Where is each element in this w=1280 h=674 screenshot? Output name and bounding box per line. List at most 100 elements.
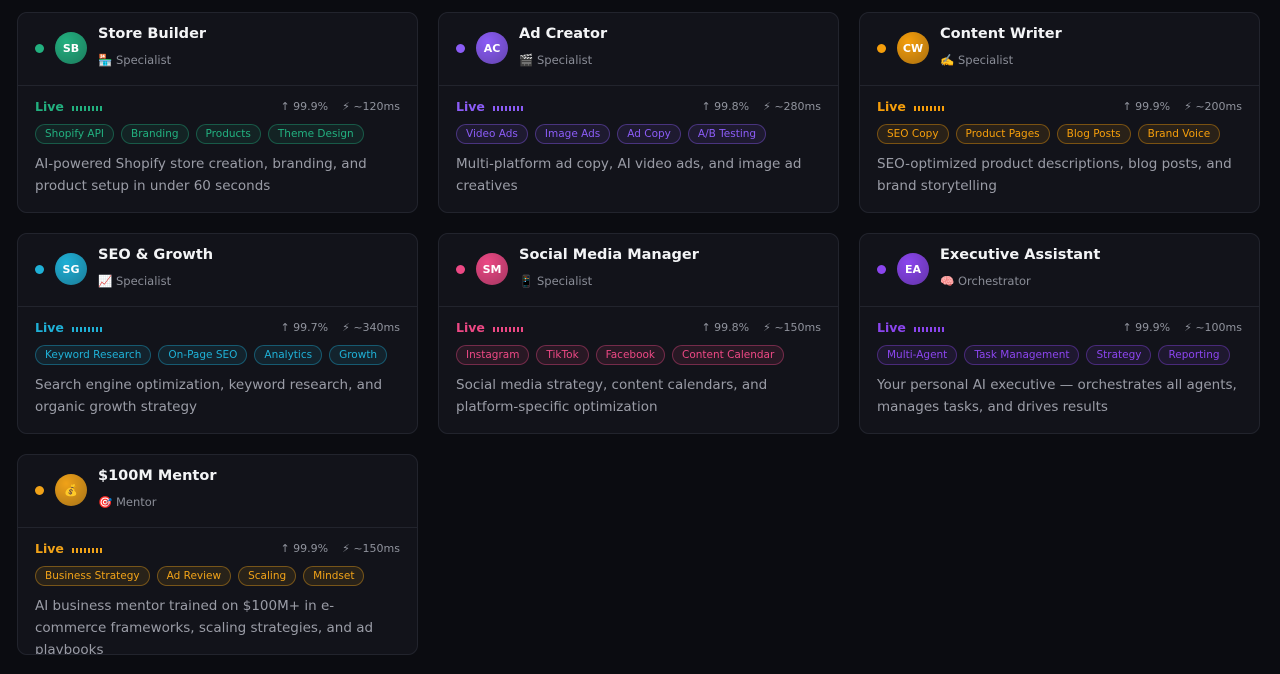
- tag-list: SEO Copy Product Pages Blog Posts Brand Voi…: [877, 124, 1242, 144]
- status-row: Live ↑ 99.7% ⚡ ~340ms: [35, 318, 400, 336]
- uptime: ↑ 99.8%: [701, 320, 750, 334]
- agent-card[interactable]: CW Content Writer ✍️ Specialist Live ↑ 99.9%…: [859, 12, 1260, 213]
- status-dot: [456, 44, 465, 53]
- status-dot: [35, 265, 44, 274]
- card-header: AC Ad Creator 🎬 Specialist: [439, 13, 838, 86]
- activity-bars: [492, 106, 523, 111]
- latency: ⚡ ~100ms: [1184, 320, 1242, 334]
- card-header: SM Social Media Manager 📱 Specialist: [439, 234, 838, 307]
- agent-role: 🎯 Mentor: [98, 495, 157, 509]
- tag: Scaling: [238, 566, 297, 586]
- description: Social media strategy, content calendars…: [456, 377, 768, 415]
- card-header: SG SEO & Growth 📈 Specialist: [18, 234, 417, 307]
- status-row: Live ↑ 99.9% ⚡ ~100ms: [877, 318, 1242, 336]
- uptime: ↑ 99.8%: [701, 99, 750, 113]
- description: Multi-platform ad copy, AI video ads, an…: [456, 156, 802, 194]
- card-body: Live ↑ 99.7% ⚡ ~340ms Keyword Research On-Pa…: [18, 307, 417, 418]
- card-header: EA Executive Assistant 🧠 Orchestrator: [860, 234, 1259, 307]
- agent-card[interactable]: SB Store Builder 🏪 Specialist Live ↑ 99.9% ⚡ …: [17, 12, 418, 213]
- agent-card[interactable]: 💰 $100M Mentor 🎯 Mentor Live ↑ 99.9% ⚡ ~150ms…: [17, 454, 418, 655]
- tag: Facebook: [595, 345, 665, 365]
- status-label: Live: [35, 98, 64, 114]
- card-header: 💰 $100M Mentor 🎯 Mentor: [18, 455, 417, 528]
- agent-card[interactable]: SG SEO & Growth 📈 Specialist Live ↑ 99.7% ⚡ ~…: [17, 233, 418, 434]
- agent-name: $100M Mentor: [98, 468, 217, 484]
- avatar: AC: [476, 32, 508, 64]
- tag-list: Multi-Agent Task Management Strategy Report…: [877, 345, 1242, 365]
- description: AI business mentor trained on $100M+ in …: [35, 598, 374, 655]
- tag: Image Ads: [534, 124, 611, 144]
- activity-bars: [71, 106, 102, 111]
- activity-bars: [71, 548, 102, 553]
- tag: SEO Copy: [877, 124, 949, 144]
- status-dot: [877, 265, 886, 274]
- activity-bars: [492, 327, 523, 332]
- status-row: Live ↑ 99.8% ⚡ ~280ms: [456, 97, 821, 115]
- tag: Mindset: [303, 566, 365, 586]
- agent-card[interactable]: AC Ad Creator 🎬 Specialist Live ↑ 99.8% ⚡ ~28…: [438, 12, 839, 213]
- tag: Products: [195, 124, 261, 144]
- avatar: 💰: [55, 474, 87, 506]
- agent-role: 🎬 Specialist: [519, 53, 593, 67]
- agent-name: SEO & Growth: [98, 247, 214, 263]
- status-dot: [35, 44, 44, 53]
- latency: ⚡ ~200ms: [1184, 99, 1242, 113]
- tag: Brand Voice: [1137, 124, 1221, 144]
- tag: A/B Testing: [687, 124, 767, 144]
- uptime: ↑ 99.9%: [1122, 320, 1171, 334]
- card-body: Live ↑ 99.9% ⚡ ~120ms Shopify API Branding Pr…: [18, 86, 417, 197]
- agent-card[interactable]: SM Social Media Manager 📱 Specialist Live ↑ …: [438, 233, 839, 434]
- tag-list: Keyword Research On-Page SEO Analytics Grow…: [35, 345, 400, 365]
- description: Search engine optimization, keyword rese…: [35, 377, 383, 415]
- tag: Growth: [329, 345, 388, 365]
- agent-name: Social Media Manager: [519, 247, 699, 263]
- tag: Shopify API: [35, 124, 115, 144]
- card-header: SB Store Builder 🏪 Specialist: [18, 13, 417, 86]
- tag: Business Strategy: [35, 566, 150, 586]
- latency: ⚡ ~150ms: [342, 541, 400, 555]
- status-row: Live ↑ 99.8% ⚡ ~150ms: [456, 318, 821, 336]
- agent-role: 📱 Specialist: [519, 274, 593, 288]
- tag-list: Business Strategy Ad Review Scaling Mindset: [35, 566, 400, 586]
- tag: TikTok: [536, 345, 589, 365]
- tag: Ad Copy: [617, 124, 681, 144]
- tag: Multi-Agent: [877, 345, 958, 365]
- tag: Ad Review: [156, 566, 232, 586]
- status-label: Live: [35, 540, 64, 556]
- agent-grid: SB Store Builder 🏪 Specialist Live ↑ 99.9% ⚡ …: [17, 12, 1260, 655]
- status-row: Live ↑ 99.9% ⚡ ~120ms: [35, 97, 400, 115]
- status-dot: [35, 486, 44, 495]
- agent-card[interactable]: EA Executive Assistant 🧠 Orchestrator Live ↑…: [859, 233, 1260, 434]
- status-label: Live: [877, 98, 906, 114]
- card-body: Live ↑ 99.9% ⚡ ~150ms Business Strategy Ad R…: [18, 528, 417, 655]
- agent-name: Executive Assistant: [940, 247, 1101, 263]
- uptime: ↑ 99.9%: [1122, 99, 1171, 113]
- tag: Video Ads: [456, 124, 528, 144]
- status-label: Live: [35, 319, 64, 335]
- description: AI-powered Shopify store creation, brand…: [35, 156, 367, 194]
- uptime: ↑ 99.9%: [280, 99, 329, 113]
- latency: ⚡ ~120ms: [342, 99, 400, 113]
- activity-bars: [71, 327, 102, 332]
- card-header: CW Content Writer ✍️ Specialist: [860, 13, 1259, 86]
- status-row: Live ↑ 99.9% ⚡ ~200ms: [877, 97, 1242, 115]
- tag: Product Pages: [955, 124, 1050, 144]
- tag: Blog Posts: [1056, 124, 1131, 144]
- activity-bars: [913, 106, 944, 111]
- description: SEO-optimized product descriptions, blog…: [877, 156, 1232, 194]
- tag-list: Instagram TikTok Facebook Content Calendar: [456, 345, 821, 365]
- agent-role: ✍️ Specialist: [940, 53, 1014, 67]
- status-dot: [456, 265, 465, 274]
- tag: Branding: [121, 124, 189, 144]
- uptime: ↑ 99.9%: [280, 541, 329, 555]
- latency: ⚡ ~280ms: [763, 99, 821, 113]
- card-body: Live ↑ 99.8% ⚡ ~280ms Video Ads Image Ads Ad …: [439, 86, 838, 197]
- tag: Keyword Research: [35, 345, 152, 365]
- avatar: SM: [476, 253, 508, 285]
- tag: On-Page SEO: [158, 345, 248, 365]
- status-label: Live: [877, 319, 906, 335]
- tag: Strategy: [1086, 345, 1152, 365]
- avatar: SB: [55, 32, 87, 64]
- tag: Analytics: [254, 345, 323, 365]
